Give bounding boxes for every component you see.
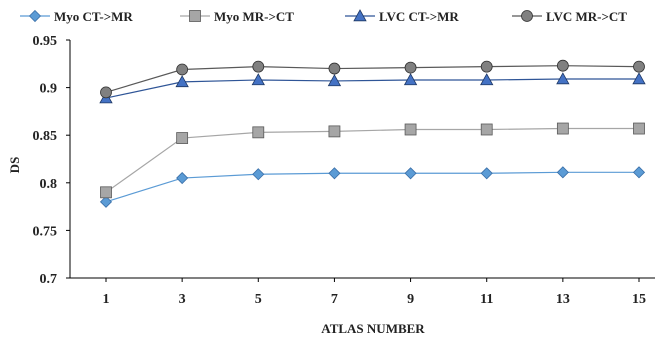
- legend: Myo CT->MR Myo MR->CT LVC CT->MR LVC MR->CT: [20, 9, 627, 24]
- x-tick-label: 7: [331, 292, 338, 307]
- legend-label: Myo CT->MR: [54, 9, 133, 24]
- y-axis-title: DS: [7, 157, 22, 174]
- data-point: [99, 195, 113, 208]
- x-tick-label: 13: [556, 292, 570, 307]
- data-point: [556, 166, 569, 179]
- data-point: [176, 63, 189, 76]
- data-point: [252, 168, 265, 181]
- legend-marker: [28, 9, 42, 23]
- x-tick-label: 5: [255, 292, 262, 307]
- series-line-0: [105, 171, 639, 203]
- x-tick-label: 1: [103, 292, 110, 307]
- x-tick-label: 11: [480, 292, 493, 307]
- data-point: [404, 123, 417, 136]
- x-tick-label: 3: [179, 292, 186, 307]
- data-point: [328, 125, 341, 138]
- data-point: [327, 74, 342, 87]
- plot-area: 0.70.750.80.850.90.951 3 5 7 9 11 13 15: [33, 34, 655, 307]
- data-point: [633, 122, 645, 135]
- data-point: [632, 72, 646, 85]
- data-point: [404, 167, 417, 180]
- series-line-1: [105, 127, 639, 193]
- data-point: [252, 126, 265, 139]
- y-tick-label: 0.7: [40, 272, 58, 287]
- y-tick-label: 0.8: [40, 177, 58, 192]
- series-line-3: [105, 65, 640, 93]
- data-point: [633, 60, 645, 73]
- y-tick-label: 0.75: [33, 224, 58, 239]
- data-point: [556, 72, 570, 85]
- data-point: [632, 166, 646, 179]
- data-point: [100, 186, 112, 199]
- data-point: [556, 122, 569, 135]
- data-point: [480, 73, 494, 86]
- data-point: [100, 86, 112, 99]
- y-tick-label: 0.9: [40, 82, 58, 97]
- data-point: [328, 167, 341, 180]
- y-tick-label: 0.85: [33, 129, 58, 144]
- data-point: [252, 60, 265, 73]
- data-point: [176, 171, 189, 185]
- data-point: [328, 62, 341, 75]
- legend-label: Myo MR->CT: [214, 9, 294, 24]
- legend-marker: [521, 10, 533, 22]
- y-tick-label: 0.95: [33, 34, 58, 49]
- data-point: [480, 60, 493, 73]
- legend-marker: [353, 9, 367, 22]
- legend-label: LVC MR->CT: [546, 9, 627, 24]
- x-tick-label: 9: [407, 292, 414, 307]
- legend-label: LVC CT->MR: [379, 9, 459, 24]
- data-point: [251, 73, 265, 86]
- data-point: [404, 61, 417, 74]
- x-axis-title: ATLAS NUMBER: [321, 321, 425, 336]
- data-point: [175, 75, 189, 88]
- data-point: [403, 73, 418, 86]
- data-point: [480, 167, 493, 180]
- legend-marker: [189, 10, 201, 22]
- data-point: [480, 123, 493, 136]
- data-point: [176, 132, 189, 144]
- x-tick-label: 15: [632, 292, 646, 307]
- data-point: [556, 59, 569, 72]
- series-line-2: [105, 78, 639, 99]
